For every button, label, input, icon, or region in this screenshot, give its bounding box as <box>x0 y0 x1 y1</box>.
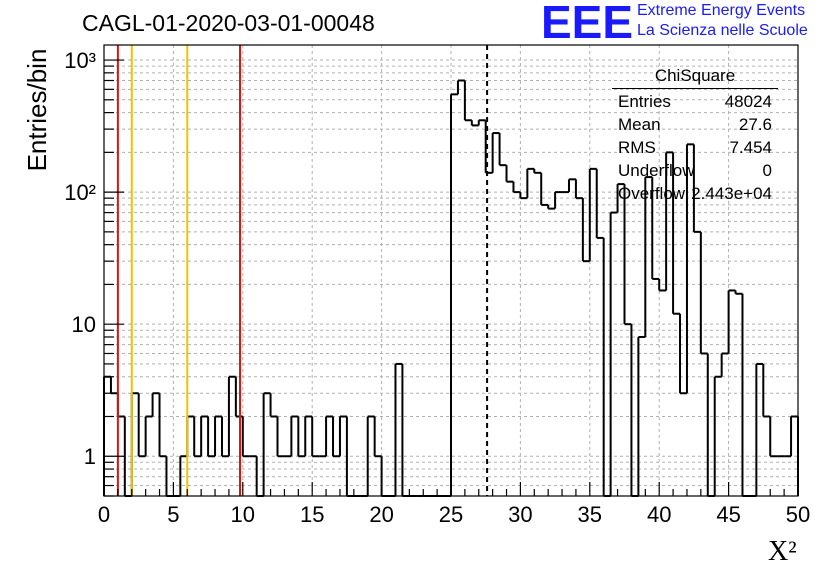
stats-header: ChiSquare <box>612 66 778 89</box>
stat-label: Underflow <box>618 161 695 180</box>
brand-line-2: La Scienza nelle Scuole <box>637 22 808 39</box>
stat-value: 0 <box>762 161 772 180</box>
x-tick-label: 20 <box>369 502 393 527</box>
stat-row-mean: Mean 27.6 <box>618 115 772 137</box>
stats-box: ChiSquare Entries 48024 Mean 27.6 RMS 7.… <box>612 66 778 208</box>
y-axis-label: Entries/bin <box>22 48 52 172</box>
stat-row-entries: Entries 48024 <box>618 92 772 114</box>
stat-row-rms: RMS 7.454 <box>618 138 772 160</box>
stat-label: Entries <box>618 92 671 111</box>
eee-logo: EEE <box>541 2 633 42</box>
tick-marks <box>103 59 799 497</box>
brand-line-1: Extreme Energy Events <box>637 2 806 19</box>
x-tick-label: 5 <box>167 502 179 527</box>
x-tick-label: 40 <box>647 502 671 527</box>
x-tick-label: 10 <box>231 502 255 527</box>
stat-value: 27.6 <box>738 115 772 134</box>
chart-title: CAGL-01-2020-03-01-00048 <box>82 10 375 36</box>
stat-row-overflow: Overflow 2.443e+04 <box>618 184 772 206</box>
x-tick-label: 45 <box>716 502 740 527</box>
y-tick-label: 10³ <box>64 48 96 73</box>
x-tick-label: 35 <box>578 502 602 527</box>
stat-label: Mean <box>618 115 661 134</box>
x-tick-label: 15 <box>300 502 324 527</box>
stat-value: 48024 <box>724 92 772 111</box>
x-tick-label: 50 <box>786 502 810 527</box>
stat-row-underflow: Underflow 0 <box>618 161 772 183</box>
y-tick-label: 10² <box>64 180 96 205</box>
x-tick-label: 25 <box>439 502 463 527</box>
x-axis-label: X² <box>768 536 797 567</box>
y-tick-label: 10 <box>72 312 96 337</box>
stat-label: RMS <box>618 138 656 157</box>
y-tick-label: 1 <box>84 444 96 469</box>
stat-value: 2.443e+04 <box>691 184 772 203</box>
stat-label: Overflow <box>618 184 686 203</box>
eee-logo-text: EEE <box>541 2 633 42</box>
stat-value: 7.454 <box>729 138 772 157</box>
tick-labels: 0 5 10 15 20 25 30 35 40 45 50 1 10 10² 10³ <box>64 48 810 527</box>
x-tick-label: 30 <box>508 502 532 527</box>
x-tick-label: 0 <box>98 502 110 527</box>
threshold-lines <box>116 45 489 496</box>
